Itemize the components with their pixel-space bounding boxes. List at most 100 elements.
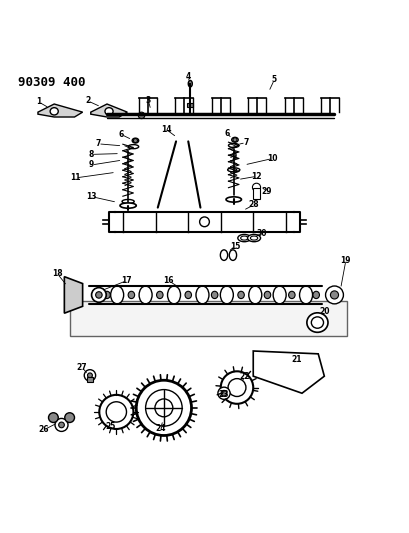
Ellipse shape xyxy=(273,286,286,304)
Ellipse shape xyxy=(104,291,110,298)
Circle shape xyxy=(326,286,344,304)
Circle shape xyxy=(221,372,253,404)
Text: 6: 6 xyxy=(119,130,124,139)
Text: 16: 16 xyxy=(164,276,174,285)
Text: 13: 13 xyxy=(86,192,97,201)
Polygon shape xyxy=(253,351,324,393)
Ellipse shape xyxy=(229,143,239,148)
Text: 18: 18 xyxy=(52,269,63,278)
Circle shape xyxy=(155,399,173,417)
Ellipse shape xyxy=(105,108,113,115)
Circle shape xyxy=(221,390,227,396)
Ellipse shape xyxy=(185,291,191,298)
Circle shape xyxy=(106,402,126,422)
Circle shape xyxy=(138,112,145,119)
Circle shape xyxy=(252,183,261,191)
Ellipse shape xyxy=(238,235,251,242)
Text: 4: 4 xyxy=(186,72,191,81)
Circle shape xyxy=(136,380,191,435)
Ellipse shape xyxy=(220,286,234,304)
Ellipse shape xyxy=(157,291,163,298)
Text: 5: 5 xyxy=(272,75,277,84)
Text: 23: 23 xyxy=(219,390,229,399)
Text: 90309 400: 90309 400 xyxy=(18,76,85,88)
Polygon shape xyxy=(38,104,83,117)
Polygon shape xyxy=(91,104,127,117)
Circle shape xyxy=(55,418,68,431)
Text: 3: 3 xyxy=(146,96,151,105)
Circle shape xyxy=(146,390,182,426)
Ellipse shape xyxy=(250,236,258,240)
Circle shape xyxy=(49,413,58,423)
Text: 9: 9 xyxy=(89,160,94,169)
Circle shape xyxy=(99,395,133,429)
Ellipse shape xyxy=(232,138,238,142)
Text: 14: 14 xyxy=(161,125,171,134)
Ellipse shape xyxy=(139,286,152,304)
Text: 9: 9 xyxy=(232,151,237,160)
Text: 6: 6 xyxy=(224,129,229,138)
Text: 30: 30 xyxy=(257,229,267,238)
Text: 2: 2 xyxy=(85,96,90,105)
Text: 19: 19 xyxy=(341,256,351,265)
Circle shape xyxy=(65,413,74,423)
Ellipse shape xyxy=(289,291,295,298)
Ellipse shape xyxy=(168,286,180,304)
FancyBboxPatch shape xyxy=(70,301,347,336)
Ellipse shape xyxy=(128,144,139,149)
Text: 21: 21 xyxy=(292,354,302,364)
Circle shape xyxy=(228,378,246,397)
Ellipse shape xyxy=(307,313,328,332)
Ellipse shape xyxy=(240,236,248,240)
Text: 15: 15 xyxy=(230,241,240,251)
Ellipse shape xyxy=(228,168,240,172)
Circle shape xyxy=(88,373,92,378)
Ellipse shape xyxy=(211,291,218,298)
Ellipse shape xyxy=(229,250,236,261)
Text: 11: 11 xyxy=(70,173,81,182)
Ellipse shape xyxy=(264,291,271,298)
Ellipse shape xyxy=(238,291,244,298)
Text: 7: 7 xyxy=(95,139,101,148)
Ellipse shape xyxy=(249,286,262,304)
Text: 27: 27 xyxy=(76,363,87,372)
Circle shape xyxy=(218,387,230,399)
Text: 10: 10 xyxy=(267,154,278,163)
Ellipse shape xyxy=(220,250,228,261)
Circle shape xyxy=(133,139,137,143)
Text: 29: 29 xyxy=(261,187,272,196)
Text: 12: 12 xyxy=(251,172,262,181)
Circle shape xyxy=(84,370,96,381)
Text: 26: 26 xyxy=(39,425,49,434)
Circle shape xyxy=(233,138,237,142)
Ellipse shape xyxy=(188,80,192,87)
Text: 22: 22 xyxy=(240,373,250,382)
Text: 8: 8 xyxy=(89,150,94,159)
Circle shape xyxy=(92,288,106,302)
Ellipse shape xyxy=(196,286,209,304)
Bar xyxy=(187,103,193,107)
Ellipse shape xyxy=(122,199,134,204)
Text: 25: 25 xyxy=(105,423,115,431)
Ellipse shape xyxy=(313,291,319,298)
Ellipse shape xyxy=(226,197,241,202)
Ellipse shape xyxy=(120,203,136,208)
Ellipse shape xyxy=(247,235,261,242)
Ellipse shape xyxy=(132,138,139,143)
Ellipse shape xyxy=(111,286,124,304)
Text: 20: 20 xyxy=(319,306,330,316)
Bar xyxy=(87,377,93,382)
Text: 7: 7 xyxy=(243,138,249,147)
Circle shape xyxy=(200,217,209,227)
Ellipse shape xyxy=(299,286,312,304)
Bar xyxy=(253,188,260,199)
Text: 28: 28 xyxy=(249,200,259,209)
Circle shape xyxy=(58,422,64,428)
Text: 17: 17 xyxy=(121,276,132,285)
Circle shape xyxy=(96,292,102,298)
Text: 1: 1 xyxy=(36,98,41,107)
Circle shape xyxy=(330,291,339,299)
Ellipse shape xyxy=(50,108,58,115)
Ellipse shape xyxy=(128,291,135,298)
Ellipse shape xyxy=(311,317,324,328)
